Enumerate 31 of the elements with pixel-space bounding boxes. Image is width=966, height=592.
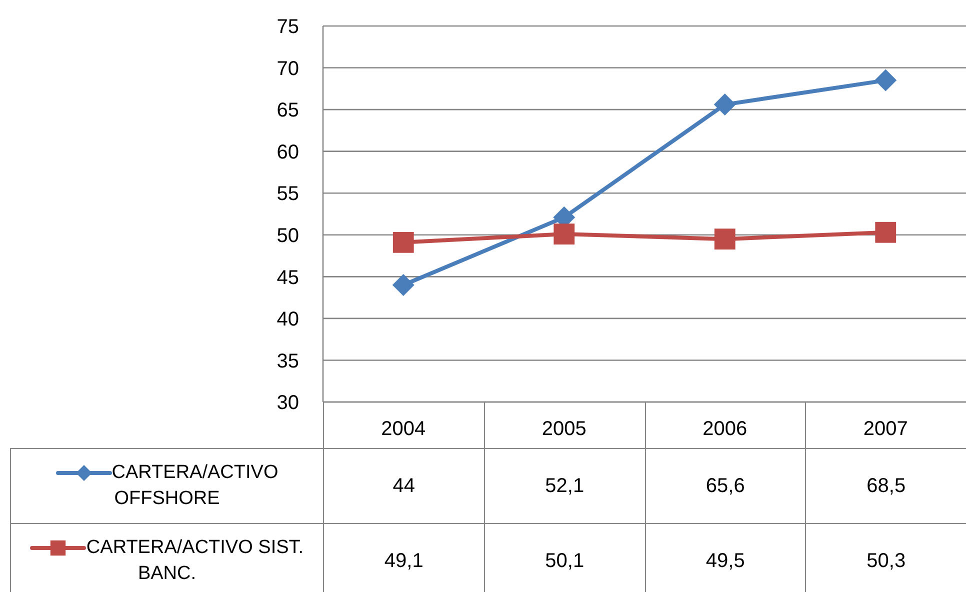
point [875,222,896,243]
point [392,232,414,253]
y-tick-label: 30 [276,392,299,414]
x-tick-label: 2004 [381,418,426,440]
data-label: 68,5 [866,474,906,498]
x-tick-label: 2005 [542,418,586,440]
data-label: 49,1 [384,550,424,572]
legend-label: CARTERA/ACTIVO OFFSHORE [112,462,278,509]
data-label: 52,1 [545,474,584,498]
y-tick-label: 50 [276,224,299,247]
y-tick-label: 40 [276,308,299,331]
data-label: 44 [392,474,415,498]
point [714,228,736,250]
y-tick-label: 75 [276,16,299,38]
data-label: 65,6 [706,474,745,498]
data-label: 49,5 [706,550,745,572]
x-tick-label: 2007 [863,418,908,440]
data-label: 50,3 [866,550,906,572]
point [714,94,736,116]
point [392,274,414,296]
y-tick-label: 60 [276,141,299,164]
y-tick-label: 45 [276,266,299,289]
x-tick-label: 2006 [702,418,748,440]
y-tick-label: 65 [276,100,299,122]
y-tick-label: 55 [276,183,299,206]
point [554,224,575,245]
point [874,69,897,92]
y-tick-label: 35 [276,350,299,372]
y-tick-label: 70 [276,58,299,80]
data-label: 50,1 [545,550,584,572]
legend-label: CARTERA/ACTIVO SIST. BANC. [86,537,304,584]
